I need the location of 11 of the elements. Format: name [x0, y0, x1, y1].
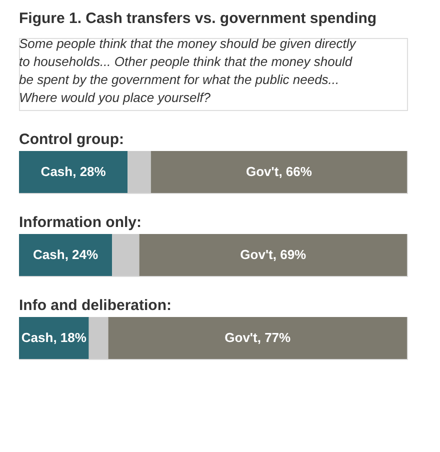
chart-title: Information only:: [19, 214, 142, 231]
data-label: Cash, 18%: [21, 330, 87, 345]
chart-title: Info and deliberation:: [19, 297, 172, 314]
data-label: Gov't, 69%: [240, 247, 307, 262]
text: Figure 1. Cash transfers vs. government spending: [19, 10, 377, 27]
chart-title: Control group:: [19, 131, 124, 148]
data-label: Gov't, 77%: [224, 330, 292, 345]
data-label: Cash, 24%: [33, 247, 99, 262]
data-label: Gov't, 66%: [246, 164, 312, 179]
text: Some people think that the money should be given directly to households... Other people think that the money should be spent by the government for what the public needs... Where would you place yourself?: [19, 36, 358, 105]
data-label: Cash, 28%: [40, 164, 106, 179]
